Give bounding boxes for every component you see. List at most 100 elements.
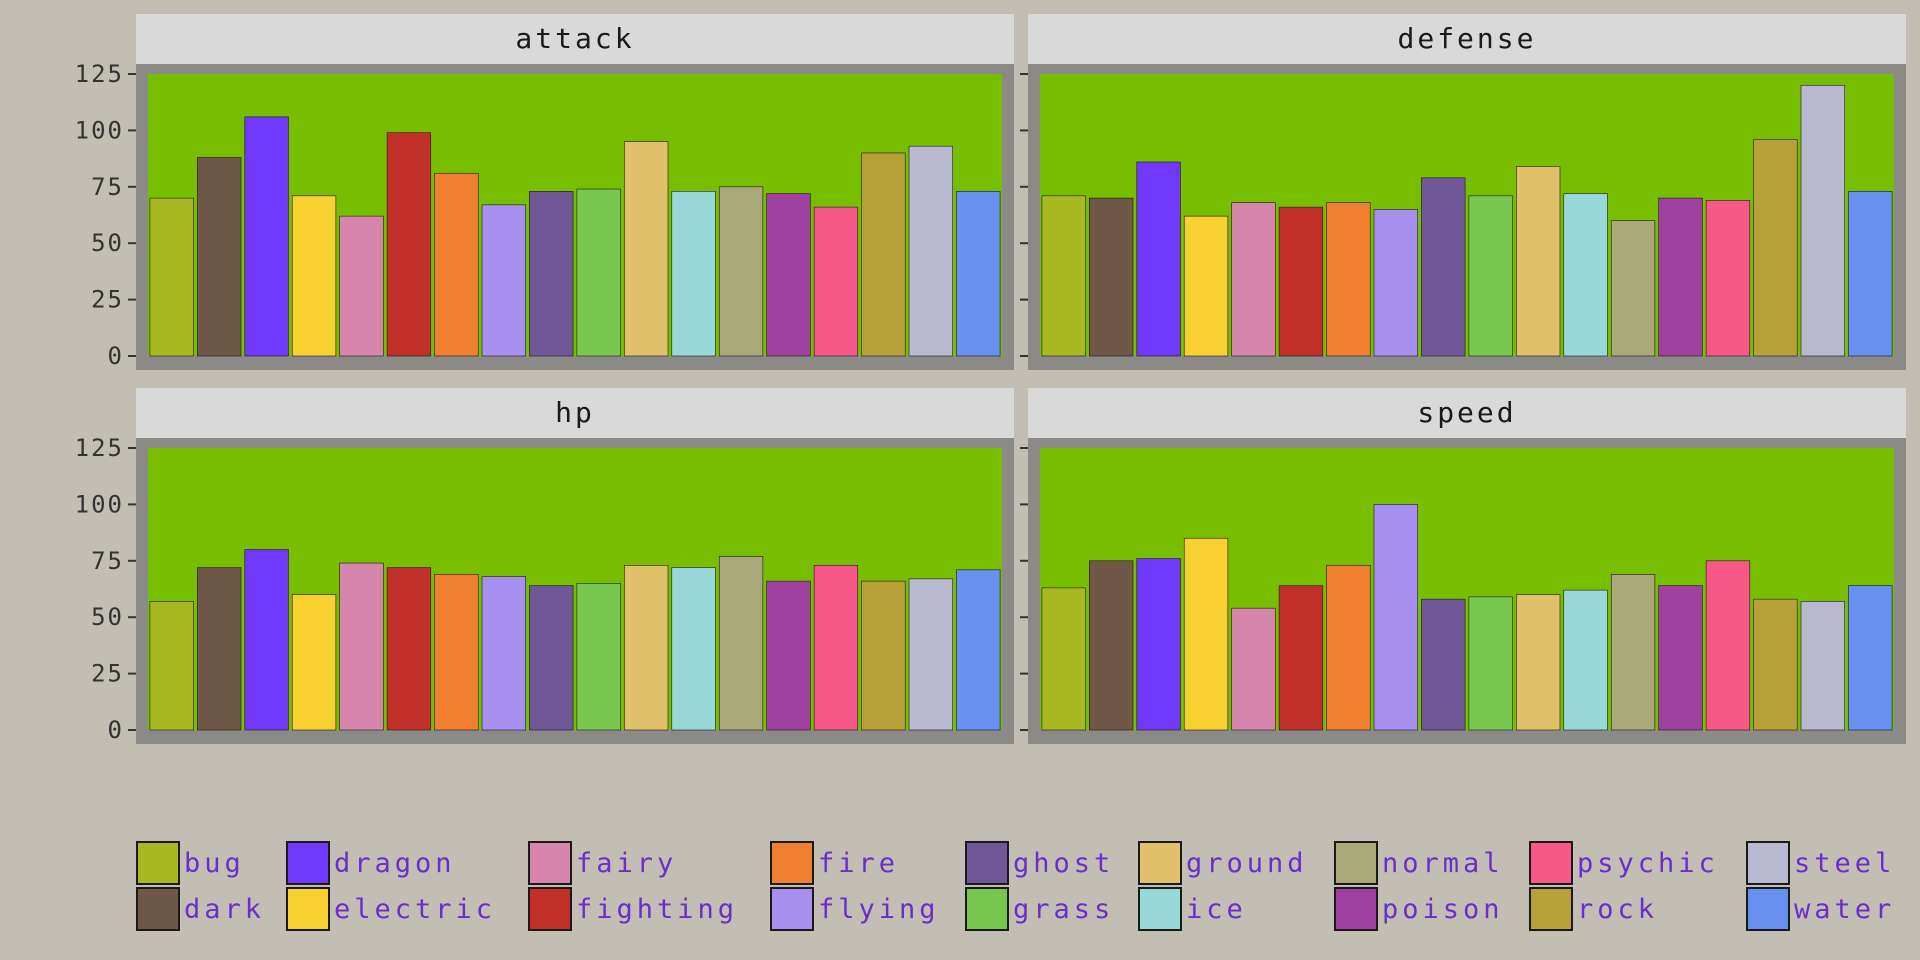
legend-label: fighting <box>576 893 739 925</box>
bar-flying <box>1373 504 1418 731</box>
legend-swatch <box>528 887 572 931</box>
legend-label: bug <box>184 847 245 879</box>
legend-label: ghost <box>1013 847 1115 879</box>
legend-label: normal <box>1382 847 1504 879</box>
bar-fairy <box>339 215 384 357</box>
bar-psychic <box>813 565 859 731</box>
bar-ice <box>671 191 716 357</box>
legend-label: poison <box>1382 893 1504 925</box>
bar-flying <box>1373 209 1418 357</box>
bar-ground <box>624 141 669 357</box>
bar-grass <box>576 583 621 731</box>
legend-swatch <box>286 887 330 931</box>
bar-poison <box>766 193 811 357</box>
bar-ghost <box>1421 598 1466 731</box>
legend-label: ice <box>1186 893 1247 925</box>
legend-swatch <box>1334 841 1378 885</box>
y-tick-label: 125 <box>75 434 124 462</box>
bar-psychic <box>1705 560 1751 731</box>
legend-item-dark: dark <box>136 886 265 932</box>
bar-ground <box>1516 166 1561 357</box>
bar-fighting <box>1278 206 1324 357</box>
panel-strip <box>1028 388 1906 438</box>
legend-item-fairy: fairy <box>528 840 677 886</box>
bar-water <box>1848 191 1893 357</box>
bar-psychic <box>1705 200 1751 357</box>
legend-item-poison: poison <box>1334 886 1504 932</box>
bar-dragon <box>244 549 289 731</box>
bar-dark <box>197 157 242 357</box>
legend-swatch <box>286 841 330 885</box>
bar-water <box>1848 585 1893 731</box>
panel-strip <box>1028 14 1906 64</box>
bar-rock <box>861 152 906 357</box>
panel-attack: attack 0 25 50 75 100 125 <box>75 14 1014 370</box>
legend-label: dark <box>184 893 266 925</box>
legend-swatch <box>528 841 572 885</box>
y-tick-label: 75 <box>91 173 124 201</box>
y-tick-label: 50 <box>91 229 124 257</box>
legend-label: psychic <box>1577 847 1719 879</box>
plot-area <box>1040 74 1894 356</box>
bar-dark <box>1089 560 1134 731</box>
legend-item-dragon: dragon <box>286 840 456 886</box>
legend-item-water: water <box>1746 886 1895 932</box>
legend-item-electric: electric <box>286 886 496 932</box>
bar-dark <box>1089 197 1134 357</box>
panel-strip <box>136 388 1014 438</box>
y-tick-label: 0 <box>108 342 124 370</box>
panel-title: speed <box>1417 396 1516 429</box>
bar-dark <box>197 567 242 731</box>
bar-electric <box>291 594 337 731</box>
bar-ghost <box>1421 177 1466 357</box>
bar-ghost <box>529 585 574 731</box>
bar-rock <box>861 580 906 731</box>
legend-swatch <box>1746 841 1790 885</box>
bar-fairy <box>1231 202 1276 357</box>
legend-swatch <box>1138 841 1182 885</box>
plot-area <box>148 448 1002 730</box>
bar-fire <box>1326 202 1371 357</box>
bar-bug <box>149 601 194 731</box>
legend-item-ghost: ghost <box>965 840 1114 886</box>
y-tick-label: 0 <box>108 716 124 744</box>
legend-item-rock: rock <box>1529 886 1658 932</box>
bar-grass <box>576 188 621 357</box>
legend-label: ground <box>1186 847 1308 879</box>
bar-grass <box>1468 195 1513 357</box>
panel-title: hp <box>555 396 595 429</box>
bar-ghost <box>529 191 574 357</box>
legend-swatch <box>136 887 180 931</box>
legend-swatch <box>1529 887 1573 931</box>
legend-label: grass <box>1013 893 1115 925</box>
bar-bug <box>1041 587 1086 731</box>
legend-item-flying: flying <box>770 886 940 932</box>
bar-dragon <box>1136 161 1181 357</box>
bar-flying <box>481 576 526 731</box>
bar-dragon <box>1136 558 1181 731</box>
legend-swatch <box>1746 887 1790 931</box>
bar-water <box>956 569 1001 731</box>
bar-fire <box>434 574 479 731</box>
y-tick-label: 50 <box>91 603 124 631</box>
legend-item-fire: fire <box>770 840 899 886</box>
bar-ice <box>671 567 716 731</box>
bar-steel <box>1800 84 1845 357</box>
bar-electric <box>1183 537 1229 731</box>
bar-grass <box>1468 596 1513 731</box>
bar-poison <box>1658 197 1703 357</box>
bar-psychic <box>813 206 859 357</box>
bar-water <box>956 191 1001 357</box>
plot-area <box>1040 448 1894 730</box>
bar-ice <box>1563 589 1608 731</box>
legend-swatch <box>770 841 814 885</box>
bar-bug <box>1041 195 1086 357</box>
y-tick-label: 100 <box>75 490 124 518</box>
y-tick-label: 25 <box>91 286 124 314</box>
bar-rock <box>1753 139 1798 357</box>
bar-electric <box>291 195 337 357</box>
bar-steel <box>908 578 953 731</box>
legend-label: fire <box>818 847 900 879</box>
panel-hp: hp 0 25 50 75 100 125 <box>75 388 1014 744</box>
